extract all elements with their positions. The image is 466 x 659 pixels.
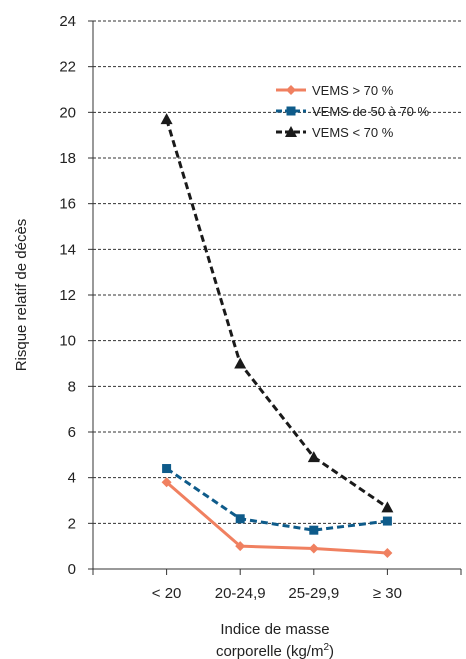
x-tick-label: < 20 xyxy=(152,585,182,602)
y-tick-label: 12 xyxy=(59,287,76,304)
x-tick-label: 25-29,9 xyxy=(288,585,339,602)
legend-item: VEMS > 70 % xyxy=(276,83,394,98)
legend-item: VEMS < 70 % xyxy=(276,125,394,140)
gridlines xyxy=(93,20,461,524)
x-tick-label: 20-24,9 xyxy=(215,585,266,602)
data-point xyxy=(307,451,320,463)
y-tick-label: 20 xyxy=(59,104,76,121)
legend-swatch-marker xyxy=(286,106,296,116)
y-tick-label: 24 xyxy=(59,13,76,30)
legend-item: VEMS de 50 à 70 % xyxy=(276,104,430,119)
data-point xyxy=(162,464,172,474)
data-point xyxy=(161,477,172,488)
data-point xyxy=(160,113,173,125)
y-tick-label: 18 xyxy=(59,150,76,167)
y-tick-label: 14 xyxy=(59,241,76,258)
series-1 xyxy=(162,464,392,535)
y-tick-label: 6 xyxy=(68,424,76,441)
data-point xyxy=(382,516,392,526)
legend-swatch-marker xyxy=(286,85,296,95)
data-point xyxy=(382,548,393,559)
x-tick-labels: < 20 20-24,9 25-29,9 ≥ 30 xyxy=(152,585,402,602)
series-2 xyxy=(160,113,394,513)
axes xyxy=(88,20,462,575)
series-line xyxy=(165,118,389,509)
y-tick-label: 0 xyxy=(68,561,76,578)
y-tick-label: 22 xyxy=(59,59,76,76)
legend-label: VEMS de 50 à 70 % xyxy=(312,104,430,119)
y-tick-label: 8 xyxy=(68,378,76,395)
y-axis-title: Risque relatif de décès xyxy=(13,219,30,372)
y-tick-label: 16 xyxy=(59,196,76,213)
x-axis-title-text: corporelle (kg/m xyxy=(216,643,324,659)
x-tick-label: ≥ 30 xyxy=(373,585,402,602)
legend-label: VEMS < 70 % xyxy=(312,125,394,140)
x-axis-title-line2: corporelle (kg/m2) xyxy=(216,642,334,659)
series-group xyxy=(160,113,394,559)
data-point xyxy=(381,501,394,513)
x-axis-title-superscript: 2 xyxy=(323,642,329,653)
y-tick-label: 10 xyxy=(59,333,76,350)
data-point xyxy=(235,541,246,552)
data-point xyxy=(308,543,319,554)
legend-label: VEMS > 70 % xyxy=(312,83,394,98)
legend: VEMS > 70 % VEMS de 50 à 70 % VEMS < 70 % xyxy=(276,83,430,140)
data-point xyxy=(235,514,245,524)
y-tick-label: 4 xyxy=(68,470,76,487)
data-point xyxy=(309,525,319,535)
x-axis-title-line1: Indice de masse xyxy=(220,621,329,638)
y-tick-label: 2 xyxy=(68,515,76,532)
data-point xyxy=(234,357,247,369)
series-0 xyxy=(161,477,393,559)
series-line xyxy=(165,481,388,555)
legend-swatch-marker xyxy=(285,126,297,137)
series-line xyxy=(165,467,388,532)
x-axis-title-close: ) xyxy=(329,643,334,659)
